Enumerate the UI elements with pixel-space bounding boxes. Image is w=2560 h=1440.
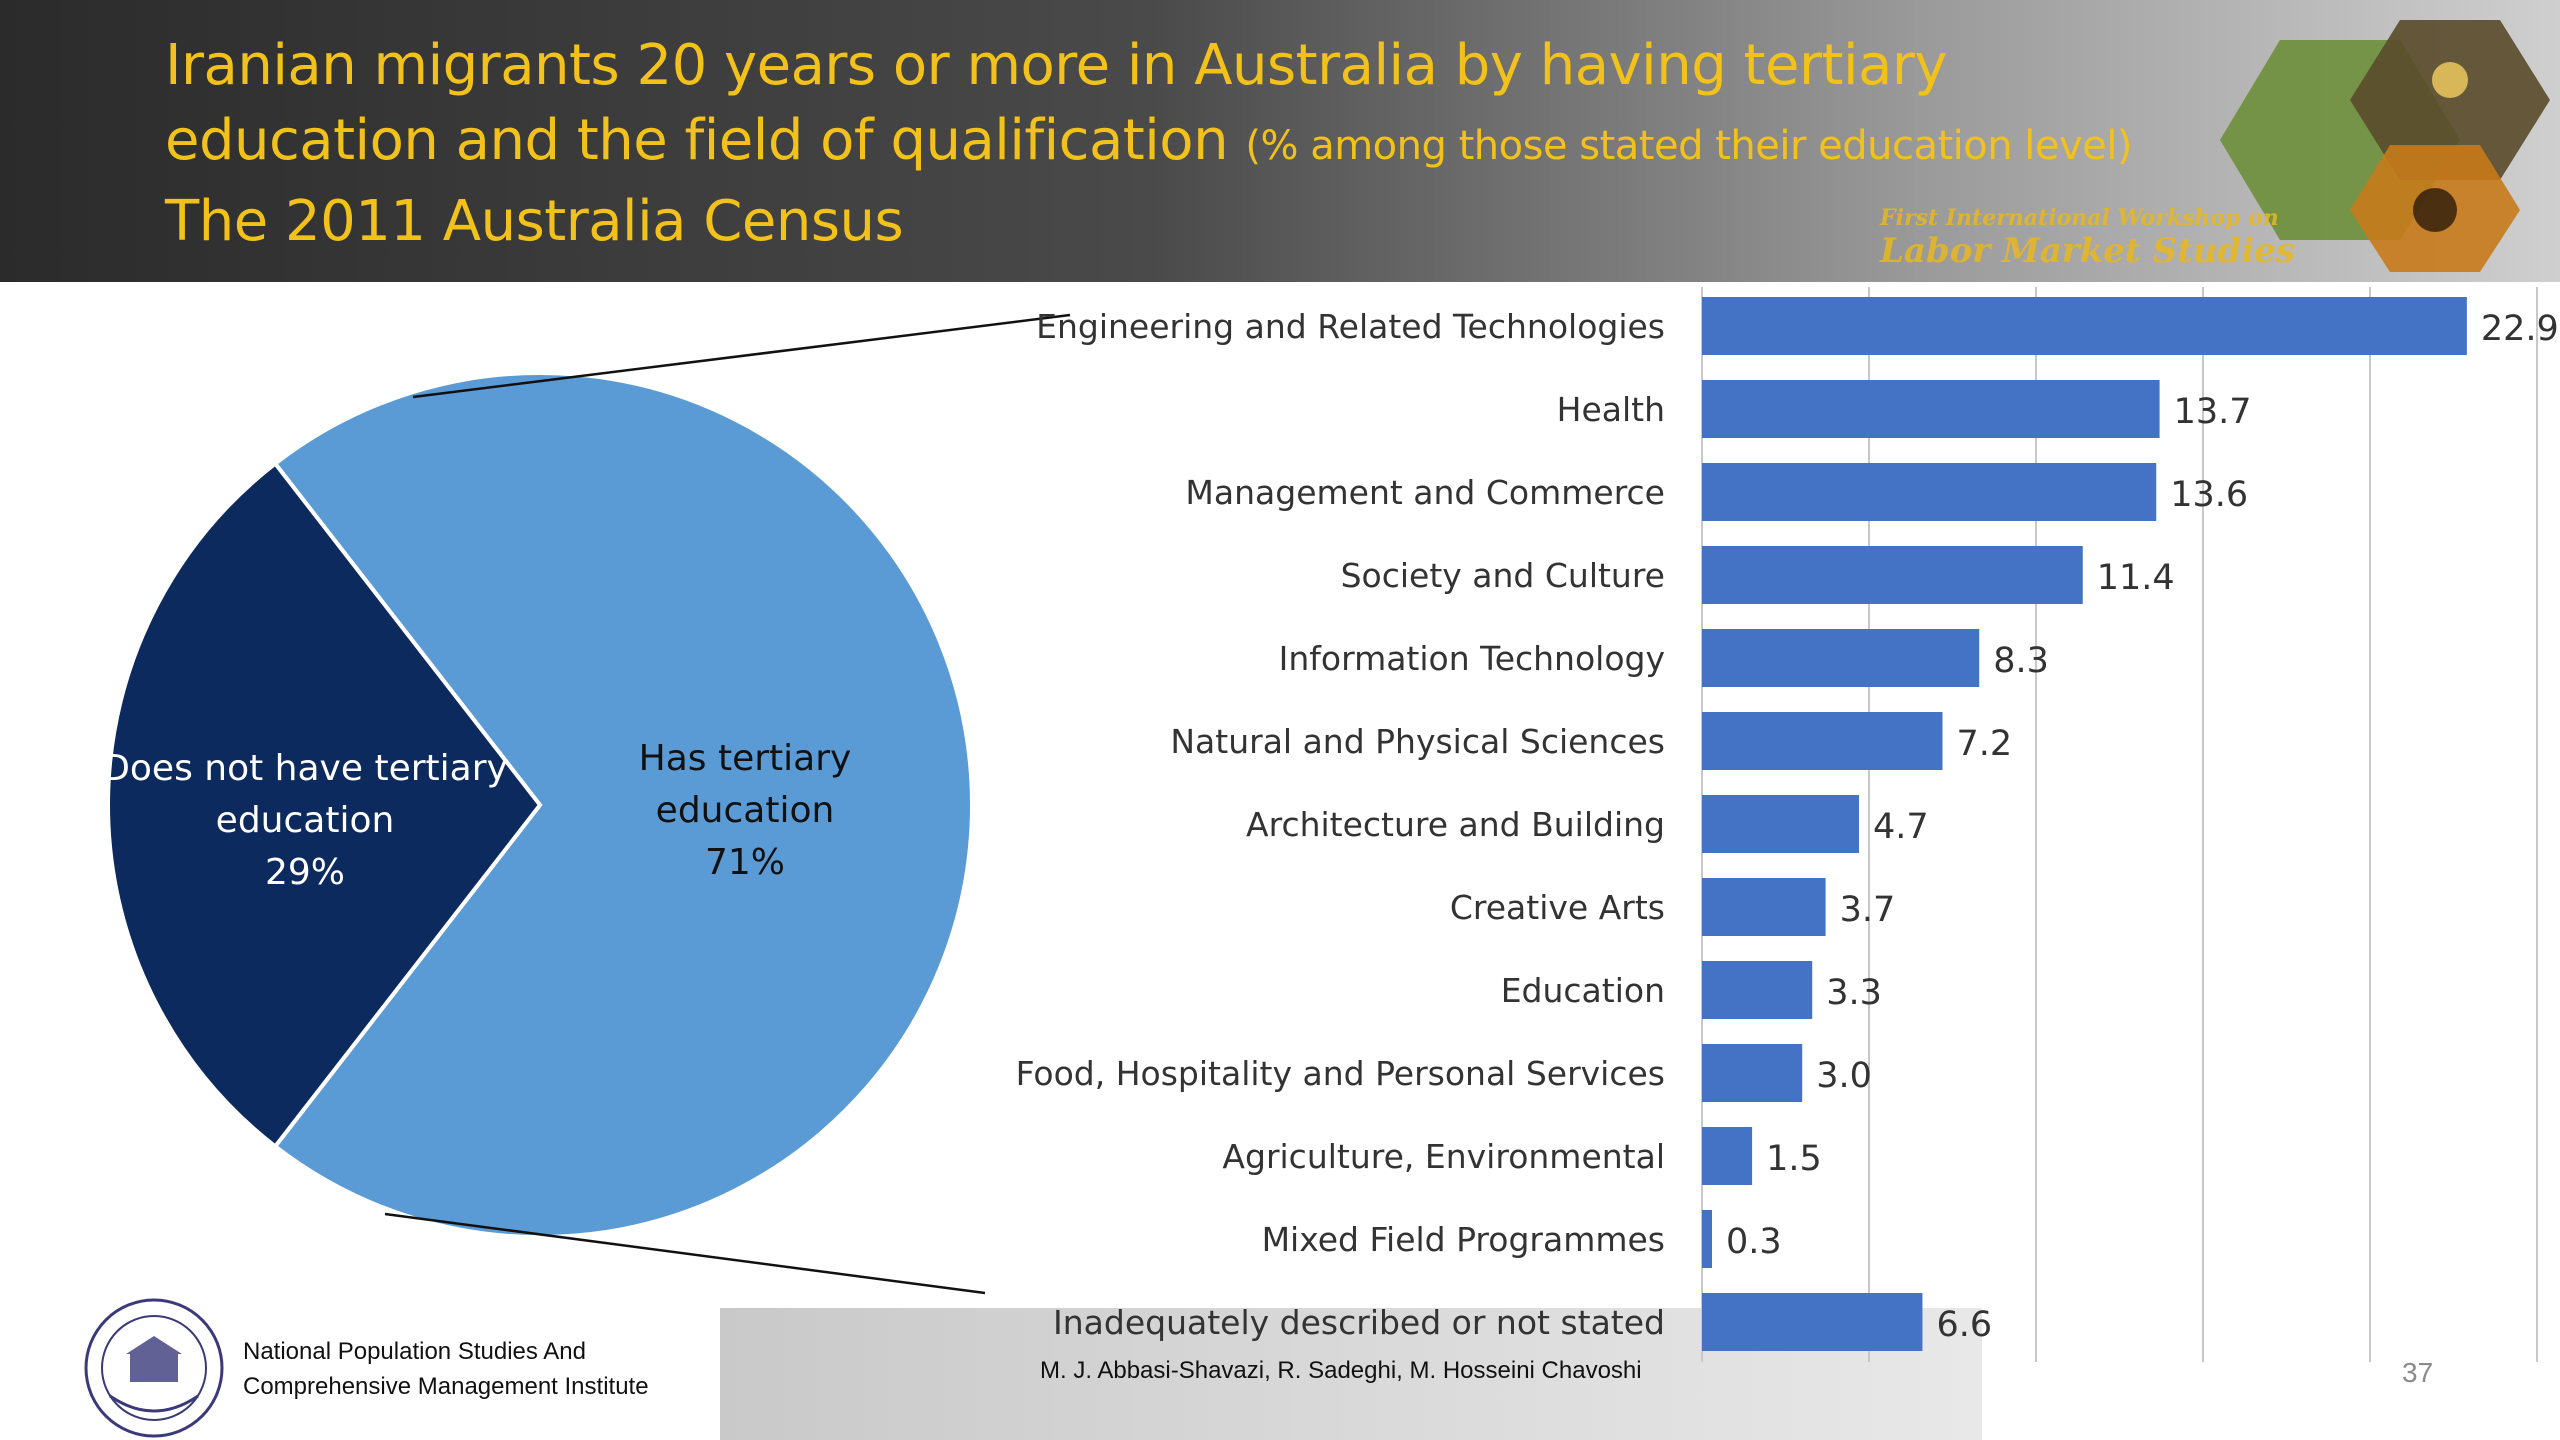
bar-value-label: 4.7	[1873, 807, 1929, 847]
workshop-line2: Labor Market Studies	[1880, 231, 2295, 271]
bar-category-label: Engineering and Related Technologies	[1036, 307, 1665, 346]
slide-title: Iranian migrants 20 years or more in Aus…	[165, 28, 2165, 259]
bar-value-label: 13.6	[2170, 475, 2248, 515]
workshop-line1: First International Workshop on	[1880, 205, 2279, 231]
bar-value-label: 3.3	[1826, 973, 1882, 1013]
bar-category-label: Architecture and Building	[1246, 805, 1665, 844]
bar	[1702, 463, 2157, 521]
bar-category-label: Food, Hospitality and Personal Services	[1016, 1054, 1665, 1093]
bar	[1702, 1127, 1753, 1185]
connector-top	[412, 313, 1071, 399]
bar-category-label: Creative Arts	[1450, 888, 1665, 927]
pie-label-has-tertiary: Has tertiary education 71%	[639, 738, 852, 883]
bar-category-label: Health	[1557, 390, 1665, 429]
title-line2: education and the field of qualification…	[165, 103, 2165, 184]
institute-line2: Comprehensive Management Institute	[243, 1373, 649, 1400]
bar-category-label: Education	[1501, 971, 1665, 1010]
bar	[1702, 1044, 1803, 1102]
institute-name: National Population Studies And Comprehe…	[243, 1334, 649, 1404]
bar-value-label: 0.3	[1726, 1222, 1782, 1262]
bar-category-label: Mixed Field Programmes	[1262, 1220, 1665, 1259]
bar-category-label: Society and Culture	[1341, 556, 1665, 595]
workshop-watermark: First International Workshop on Labor Ma…	[1880, 205, 2360, 271]
bar-value-label: 22.9	[2481, 309, 2559, 349]
bar-value-label: 7.2	[1956, 724, 2012, 764]
bar-category-label: Agriculture, Environmental	[1222, 1137, 1665, 1176]
pie-slice-no-tertiary	[105, 460, 543, 1150]
bar-value-label: 8.3	[1993, 641, 2049, 681]
title-line3: The 2011 Australia Census	[165, 189, 904, 254]
pie-chart: Has tertiary education 71% Does not have te…	[102, 371, 974, 1239]
bar-value-label: 13.7	[2174, 392, 2252, 432]
bar-category-label: Management and Commerce	[1185, 473, 1665, 512]
authors: M. J. Abbasi-Shavazi, R. Sadeghi, M. Hos…	[1040, 1357, 1642, 1384]
bar-value-label: 3.7	[1840, 890, 1896, 930]
title-line2-note: (% among those stated their education le…	[1245, 123, 2133, 169]
institute-line1: National Population Studies And	[243, 1338, 586, 1365]
bar-value-label: 11.4	[2097, 558, 2175, 598]
bar	[1702, 878, 1826, 936]
bar-value-label: 3.0	[1816, 1056, 1872, 1096]
bar-value-label: 6.6	[1936, 1305, 1992, 1345]
bar-value-label: 1.5	[1766, 1139, 1822, 1179]
bar-category-label: Natural and Physical Sciences	[1170, 722, 1665, 761]
pie-bar-connectors	[384, 313, 1071, 1295]
institute-logo	[84, 1298, 224, 1438]
bar-chart: Engineering and Related Technologies 22.9…	[1016, 287, 2559, 1362]
bar	[1702, 961, 1813, 1019]
bar-category-label: Information Technology	[1279, 639, 1665, 678]
bar	[1702, 297, 2467, 355]
bar	[1702, 380, 2160, 438]
workshop-photo-collage	[2220, 20, 2550, 272]
bar	[1702, 1210, 1713, 1268]
bar-category-label: Inadequately described or not stated	[1053, 1303, 1665, 1342]
bar	[1702, 795, 1859, 853]
title-banner	[0, 0, 2560, 282]
bar	[1702, 712, 1943, 770]
page-number: 37	[2402, 1357, 2434, 1388]
bar	[1702, 1293, 1923, 1351]
bar	[1702, 629, 1980, 687]
title-line1: Iranian migrants 20 years or more in Aus…	[165, 33, 1947, 98]
bar	[1702, 546, 2083, 604]
connector-bottom	[384, 1212, 986, 1295]
title-line2-main: education and the field of qualification	[165, 108, 1246, 173]
pie-label-no-tertiary: Does not have tertiary education 29%	[102, 748, 508, 893]
